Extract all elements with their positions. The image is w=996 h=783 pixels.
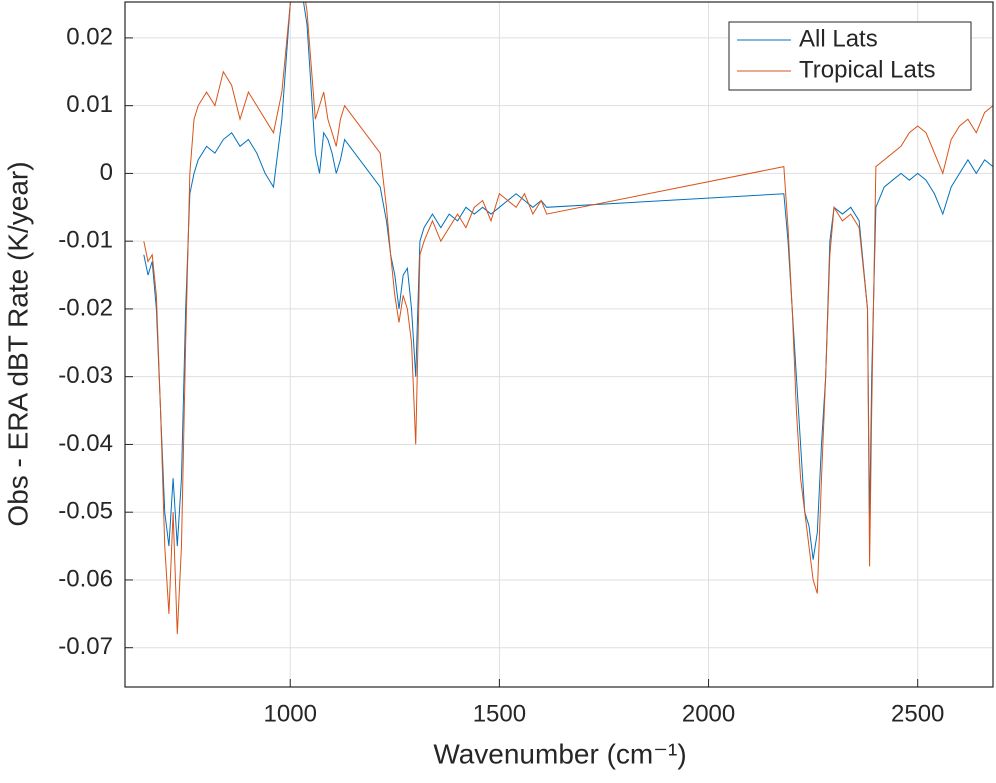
y-tick-label: -0.07 — [58, 633, 113, 660]
y-tick-label: -0.04 — [58, 430, 113, 457]
y-tick-label: -0.01 — [58, 227, 113, 254]
x-tick-label: 2000 — [682, 700, 735, 727]
series-line — [143, 2, 993, 635]
legend-label: Tropical Lats — [799, 56, 936, 83]
legend-box — [728, 21, 972, 91]
legend-label: All Lats — [799, 25, 878, 52]
y-tick-label: -0.03 — [58, 362, 113, 389]
y-axis-label: Obs - ERA dBT Rate (K/year) — [2, 161, 33, 526]
y-tick-label: 0.02 — [66, 23, 113, 50]
x-tick-label: 1000 — [264, 700, 317, 727]
x-tick-label: 2500 — [891, 700, 944, 727]
plot-area — [125, 2, 993, 687]
x-axis-label: Wavenumber (cm⁻¹) — [433, 738, 686, 769]
axes-box — [124, 1, 994, 688]
y-tick-label: -0.02 — [58, 294, 113, 321]
x-tick-label: 1500 — [473, 700, 526, 727]
series-line — [143, 2, 993, 560]
y-tick-label: -0.05 — [58, 498, 113, 525]
y-tick-label: 0 — [100, 159, 113, 186]
y-tick-label: -0.06 — [58, 565, 113, 592]
y-tick-label: 0.01 — [66, 91, 113, 118]
